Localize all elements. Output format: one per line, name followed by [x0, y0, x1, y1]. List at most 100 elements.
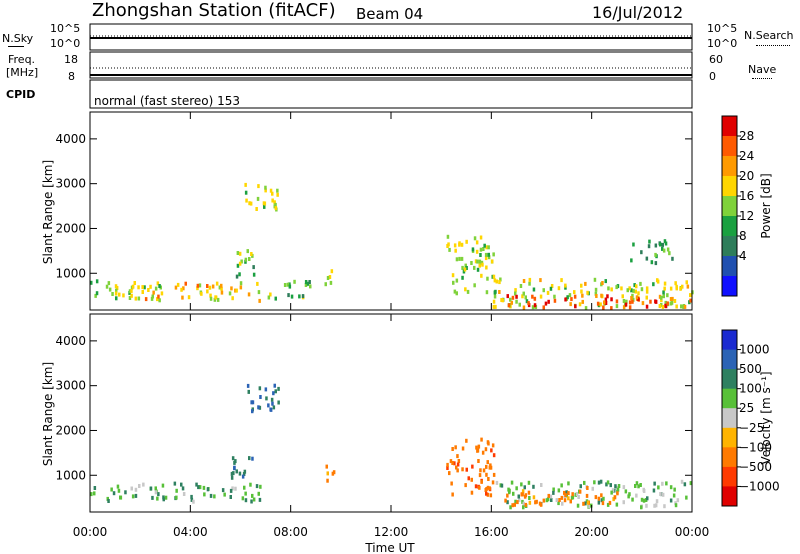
- heatmap-cell: [239, 281, 243, 286]
- heatmap-cell: [649, 299, 652, 304]
- heatmap-cell: [288, 282, 291, 287]
- heatmap-cell: [298, 294, 301, 299]
- heatmap-cell: [528, 281, 531, 286]
- heatmap-cell: [669, 297, 673, 301]
- heatmap-cell: [593, 480, 596, 485]
- heatmap-cell: [645, 304, 649, 309]
- heatmap-cell: [544, 301, 548, 306]
- heatmap-cell: [528, 500, 532, 505]
- y-tick-label: 2000: [55, 221, 86, 235]
- heatmap-cell: [464, 263, 467, 268]
- heatmap-cell: [450, 481, 453, 486]
- heatmap-cell: [486, 485, 490, 490]
- heatmap-cell: [238, 261, 242, 266]
- heatmap-cell: [604, 279, 607, 284]
- heatmap-cell: [585, 493, 589, 498]
- heatmap-cell: [666, 301, 669, 306]
- heatmap-cell: [689, 481, 693, 486]
- heatmap-cell: [501, 298, 505, 303]
- heatmap-cell: [645, 256, 649, 261]
- heatmap-cell: [491, 480, 495, 485]
- heatmap-cell: [631, 299, 634, 304]
- heatmap-cell: [627, 494, 630, 499]
- heatmap-cell: [605, 482, 608, 487]
- heatmap-cell: [180, 287, 183, 292]
- heatmap-cell: [521, 499, 524, 504]
- heatmap-cell: [683, 482, 687, 487]
- heatmap-cell: [283, 283, 287, 287]
- heatmap-cell: [489, 463, 492, 468]
- heatmap-cell: [532, 287, 536, 292]
- y-tick-label: 3000: [55, 379, 86, 393]
- heatmap-cell: [664, 304, 668, 309]
- axes: 00:00 04:00 08:00 12:00 16:00 20:00 00:00 4000 3…: [55, 112, 709, 539]
- heatmap-cell: [519, 284, 523, 288]
- heatmap-cell: [455, 257, 459, 262]
- heatmap-cell: [251, 409, 254, 414]
- heatmap-cell: [195, 482, 198, 487]
- heatmap-cell: [478, 485, 481, 490]
- heatmap-cell: [465, 239, 468, 244]
- heatmap-cell: [673, 487, 676, 492]
- heatmap-cell: [510, 300, 513, 305]
- heatmap-cell: [568, 293, 572, 298]
- heatmap-cell: [331, 471, 335, 476]
- heatmap-cell: [511, 295, 515, 300]
- x-tick-label: 00:00: [73, 525, 108, 539]
- heatmap-cell: [511, 503, 514, 508]
- heatmap-cell: [615, 502, 619, 507]
- heatmap-cell: [198, 485, 202, 490]
- heatmap-cell: [499, 277, 502, 282]
- heatmap-cell: [622, 500, 625, 505]
- heatmap-cell: [161, 483, 165, 488]
- heatmap-cell: [258, 405, 262, 410]
- heatmap-cell: [522, 291, 525, 296]
- heatmap-cell: [542, 498, 546, 503]
- heatmap-cell: [452, 280, 455, 285]
- heatmap-cell: [481, 450, 485, 455]
- heatmap-cell: [236, 251, 240, 255]
- heatmap-cell: [578, 489, 582, 494]
- heatmap-cell: [324, 282, 327, 287]
- heatmap-cell: [516, 500, 519, 505]
- heatmap-cell: [158, 298, 161, 303]
- heatmap-cell: [213, 297, 217, 302]
- heatmap-cell: [492, 252, 495, 257]
- heatmap-cell: [573, 294, 577, 299]
- heatmap-cell: [500, 483, 504, 488]
- heatmap-cell: [448, 247, 451, 252]
- heatmap-cell: [679, 286, 682, 291]
- heatmap-cell: [241, 496, 245, 501]
- heatmap-cell: [154, 486, 157, 491]
- heatmap-cell: [264, 188, 267, 193]
- heatmap-cell: [476, 448, 480, 453]
- heatmap-cell: [663, 281, 667, 286]
- heatmap-cell: [274, 296, 277, 301]
- heatmap-cell: [479, 253, 482, 257]
- heatmap-cell: [485, 245, 488, 250]
- heatmap-cell: [157, 294, 160, 299]
- colorbar-segment: [722, 156, 737, 177]
- heatmap-cell: [567, 481, 570, 486]
- heatmap-cell: [301, 294, 305, 299]
- heatmap-cell: [682, 305, 685, 309]
- heatmap-cell: [160, 291, 164, 296]
- heatmap-cell: [640, 497, 644, 502]
- strip2-frame: [89, 51, 693, 79]
- heatmap-cell: [173, 481, 177, 486]
- colorbar-tick-label: 100: [739, 382, 762, 396]
- heatmap-cell: [107, 281, 111, 286]
- colorbar-tick-label: 500: [739, 362, 762, 376]
- heatmap-cell: [670, 300, 674, 305]
- heatmap-cell: [304, 280, 308, 284]
- heatmap-cell: [664, 300, 667, 305]
- heatmap-cell: [669, 485, 673, 490]
- heatmap-cell: [642, 498, 646, 503]
- heatmap-cell: [654, 503, 658, 508]
- heatmap-cell: [256, 196, 260, 201]
- heatmap-cell: [258, 386, 262, 391]
- heatmap-cell: [490, 448, 493, 453]
- heatmap-cell: [451, 492, 454, 497]
- heatmap-cell: [449, 459, 453, 464]
- heatmap-cell: [673, 299, 677, 303]
